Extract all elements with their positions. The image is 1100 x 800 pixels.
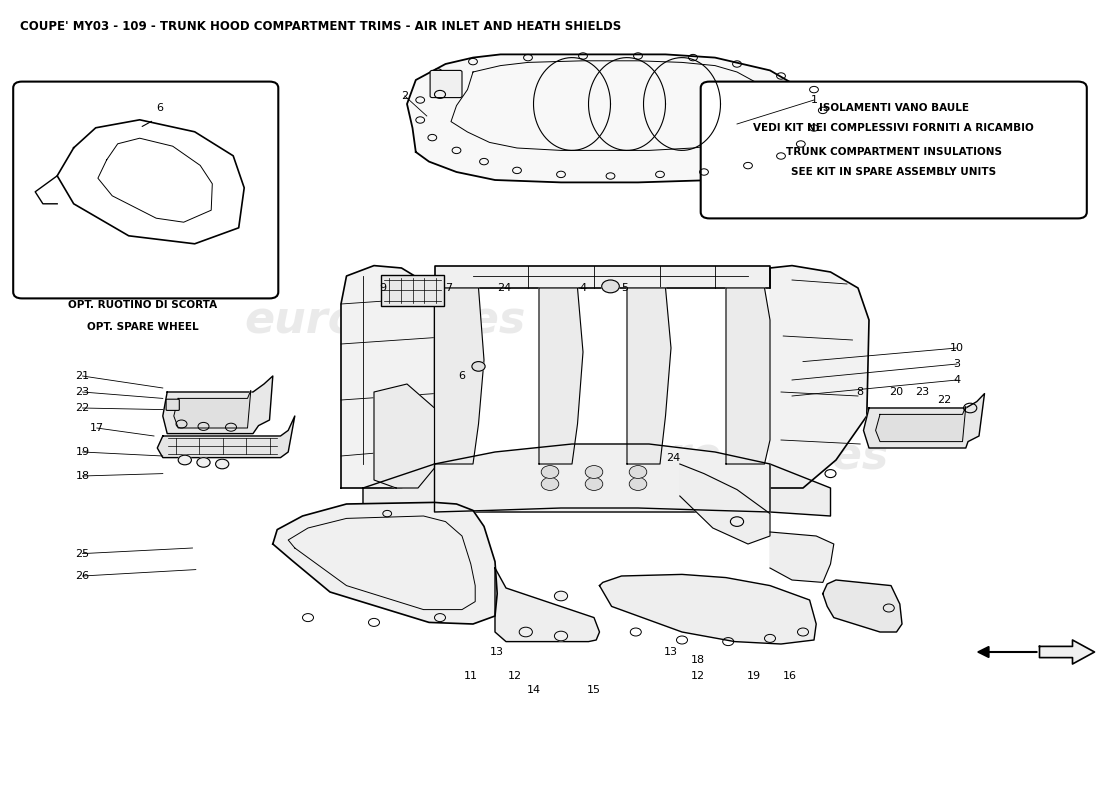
Circle shape <box>519 627 532 637</box>
Text: 13: 13 <box>491 647 504 657</box>
Text: 24: 24 <box>667 453 680 462</box>
Text: 2: 2 <box>402 91 408 101</box>
Text: 12: 12 <box>508 671 521 681</box>
Text: 18: 18 <box>691 655 704 665</box>
Text: TRUNK COMPARTMENT INSULATIONS: TRUNK COMPARTMENT INSULATIONS <box>785 147 1002 158</box>
Polygon shape <box>495 568 600 642</box>
Polygon shape <box>600 574 816 644</box>
Polygon shape <box>273 502 497 624</box>
Text: 7: 7 <box>446 283 452 293</box>
Polygon shape <box>726 288 770 464</box>
Text: 3: 3 <box>954 359 960 369</box>
FancyBboxPatch shape <box>13 82 278 298</box>
Circle shape <box>178 455 191 465</box>
FancyBboxPatch shape <box>701 82 1087 218</box>
Text: 19: 19 <box>747 671 760 681</box>
Polygon shape <box>823 580 902 632</box>
Circle shape <box>585 478 603 490</box>
Polygon shape <box>434 444 770 512</box>
Polygon shape <box>876 406 966 442</box>
Polygon shape <box>174 390 251 428</box>
Circle shape <box>554 631 568 641</box>
Text: OPT. RUOTINO DI SCORTA: OPT. RUOTINO DI SCORTA <box>68 300 218 310</box>
Polygon shape <box>163 376 273 434</box>
Polygon shape <box>864 394 984 448</box>
Circle shape <box>602 280 619 293</box>
Polygon shape <box>434 266 770 288</box>
Circle shape <box>541 466 559 478</box>
Text: 11: 11 <box>464 671 477 681</box>
Text: SEE KIT IN SPARE ASSEMBLY UNITS: SEE KIT IN SPARE ASSEMBLY UNITS <box>791 167 997 178</box>
Text: 15: 15 <box>587 685 601 694</box>
Text: 12: 12 <box>691 671 704 681</box>
Polygon shape <box>374 384 434 488</box>
Text: 21: 21 <box>76 371 89 381</box>
Text: 26: 26 <box>76 571 89 581</box>
Circle shape <box>472 362 485 371</box>
Text: 22: 22 <box>937 395 950 405</box>
Text: 18: 18 <box>76 471 89 481</box>
Polygon shape <box>363 464 830 516</box>
Polygon shape <box>434 288 484 464</box>
Circle shape <box>554 591 568 601</box>
Polygon shape <box>770 532 834 582</box>
Text: eurospares: eurospares <box>244 298 526 342</box>
Text: 17: 17 <box>90 423 103 433</box>
Text: 13: 13 <box>664 647 678 657</box>
Text: 8: 8 <box>857 387 864 397</box>
FancyBboxPatch shape <box>430 70 462 98</box>
Text: COUPE' MY03 - 109 - TRUNK HOOD COMPARTMENT TRIMS - AIR INLET AND HEATH SHIELDS: COUPE' MY03 - 109 - TRUNK HOOD COMPARTME… <box>20 20 621 33</box>
Text: ISOLAMENTI VANO BAULE: ISOLAMENTI VANO BAULE <box>818 103 969 113</box>
Polygon shape <box>341 266 434 488</box>
Polygon shape <box>627 288 671 464</box>
Polygon shape <box>157 416 295 458</box>
Text: OPT. SPARE WHEEL: OPT. SPARE WHEEL <box>87 322 199 333</box>
Text: 23: 23 <box>915 387 928 397</box>
Text: 20: 20 <box>890 387 903 397</box>
Text: 9: 9 <box>379 283 386 293</box>
Polygon shape <box>539 288 583 464</box>
Circle shape <box>197 458 210 467</box>
Text: 19: 19 <box>76 447 89 457</box>
Polygon shape <box>407 54 830 182</box>
Circle shape <box>585 466 603 478</box>
Circle shape <box>216 459 229 469</box>
Text: eurospares: eurospares <box>607 434 889 478</box>
Text: 23: 23 <box>76 387 89 397</box>
Text: 4: 4 <box>580 283 586 293</box>
Text: 5: 5 <box>621 283 628 293</box>
Text: 1: 1 <box>811 95 817 105</box>
Text: 16: 16 <box>783 671 796 681</box>
Text: 14: 14 <box>527 685 540 694</box>
Circle shape <box>541 478 559 490</box>
Text: 24: 24 <box>497 283 510 293</box>
Text: 22: 22 <box>76 403 89 413</box>
FancyBboxPatch shape <box>381 275 444 306</box>
Polygon shape <box>1040 640 1094 664</box>
Text: 10: 10 <box>950 343 964 353</box>
Text: 4: 4 <box>954 375 960 385</box>
Text: 6: 6 <box>459 371 465 381</box>
Text: 25: 25 <box>76 549 89 558</box>
Circle shape <box>629 478 647 490</box>
Text: 6: 6 <box>156 103 163 113</box>
Circle shape <box>629 466 647 478</box>
Polygon shape <box>680 464 770 544</box>
Polygon shape <box>770 266 869 488</box>
FancyBboxPatch shape <box>166 399 179 410</box>
Text: VEDI KIT NEI COMPLESSIVI FORNITI A RICAMBIO: VEDI KIT NEI COMPLESSIVI FORNITI A RICAM… <box>754 122 1034 133</box>
